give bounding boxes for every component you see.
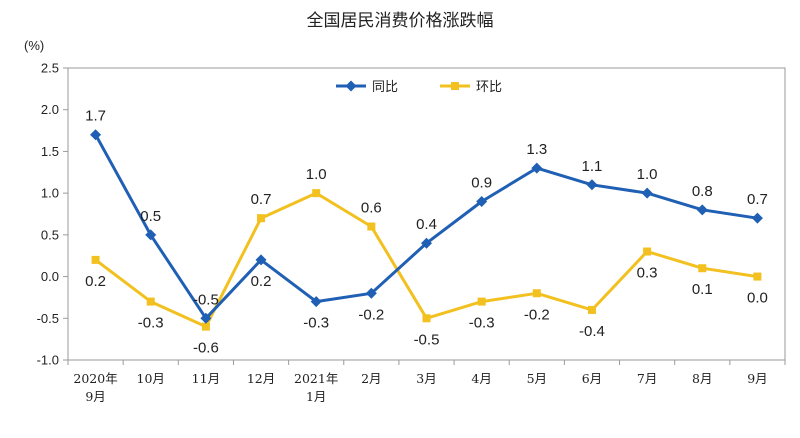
data-point-marker: [365, 287, 377, 299]
x-tick-label: 5月: [527, 371, 547, 386]
data-point-marker: [751, 212, 763, 224]
data-label: -0.5: [193, 291, 219, 308]
series-layer: 0.2 -0.3 -0.6 0.7 1.0 0.6 -0.5 -0.3 -0.2 -0.4 0.3 0…: [85, 108, 768, 357]
data-label: -0.3: [469, 315, 495, 332]
data-point-marker: [255, 254, 267, 266]
legend-marker: [451, 82, 459, 90]
x-tick-label: 12月: [247, 371, 275, 386]
data-label: -0.6: [193, 340, 219, 357]
data-point-marker: [146, 297, 155, 306]
data-label: 0.1: [692, 281, 713, 298]
x-tick-label: 2021年 1月: [294, 371, 338, 404]
data-label: 0.9: [471, 174, 492, 191]
chart-title: 全国居民消费价格涨跌幅: [307, 11, 494, 31]
data-label: 0.7: [747, 191, 768, 208]
data-label: 1.0: [306, 166, 327, 183]
data-label: 1.0: [637, 166, 658, 183]
data-point-marker: [476, 195, 488, 207]
y-tick-label: 1.5: [41, 144, 59, 159]
data-label: -0.5: [414, 331, 440, 348]
y-tick-label: 2.5: [41, 61, 59, 76]
x-tick-label: 3月: [416, 371, 436, 386]
x-tick-label: 7月: [637, 371, 657, 386]
data-label: 1.1: [582, 158, 603, 175]
data-label: -0.2: [358, 306, 384, 323]
data-point-marker: [367, 222, 376, 231]
data-point-marker: [753, 272, 762, 281]
data-point-marker: [201, 322, 210, 331]
legend-label: 同比: [372, 80, 398, 95]
x-tick-label: 4月: [471, 371, 491, 386]
data-label: 0.5: [140, 208, 161, 225]
data-point-marker: [696, 204, 708, 216]
data-point-marker: [200, 312, 212, 324]
data-label: -0.3: [303, 315, 329, 332]
x-tick-label: 2020年 9月: [73, 371, 117, 404]
legend-label: 环比: [476, 80, 502, 95]
data-label: 1.3: [526, 141, 547, 158]
legend-item: 同比: [336, 80, 398, 95]
data-label: 0.8: [692, 183, 713, 200]
y-tick-label: 1.0: [41, 186, 59, 201]
x-tick-label: 10月: [137, 371, 165, 386]
data-point-marker: [421, 237, 432, 249]
data-label: 0.2: [251, 273, 272, 290]
data-label: -0.3: [138, 315, 164, 332]
data-point-marker: [587, 305, 596, 314]
data-label: 0.6: [361, 200, 382, 217]
data-label: -0.2: [524, 306, 550, 323]
x-tick-label: 11月: [192, 371, 220, 386]
y-tick-label: 0.0: [41, 269, 59, 284]
y-tick-label: 0.5: [41, 227, 59, 242]
x-tick-label: 6月: [582, 371, 602, 386]
plot-area: [67, 67, 786, 361]
data-point-marker: [531, 162, 543, 174]
legend: 同比 环比: [336, 80, 502, 95]
data-point-marker: [145, 229, 157, 241]
y-tick-label: 2.0: [41, 102, 59, 117]
series-yoy: 1.7 0.5 -0.5 0.2 -0.3 -0.2 0.4 0.9 1.3 1.1 1.0 0.8 0…: [85, 108, 768, 332]
y-unit-label: (%): [24, 38, 44, 53]
data-point-marker: [310, 296, 322, 308]
y-tick-label: -1.0: [37, 353, 59, 368]
data-label: -0.4: [579, 323, 605, 340]
data-point-marker: [312, 189, 321, 198]
y-axis-ticks: 2.5 2.0 1.5 1.0 0.5 0.0 -0.5 -1.0: [37, 61, 68, 368]
data-label: 0.7: [251, 191, 272, 208]
legend-marker: [345, 80, 357, 92]
data-point-marker: [422, 314, 431, 323]
data-label: 0.0: [747, 290, 768, 307]
series-mom: 0.2 -0.3 -0.6 0.7 1.0 0.6 -0.5 -0.3 -0.2 -0.4 0.3 0…: [85, 166, 768, 356]
data-label: 0.4: [416, 216, 437, 233]
data-point-marker: [643, 247, 652, 256]
data-point-marker: [90, 129, 102, 141]
x-tick-label: 2月: [361, 371, 381, 386]
x-axis-ticks: 2020年 9月 10月 11月 12月 2021年 1月 2月 3月 4月 5月 6月 7月 8月 9月: [67, 360, 786, 404]
data-point-marker: [532, 289, 541, 298]
data-label: 1.7: [85, 108, 106, 125]
data-point-marker: [91, 255, 100, 264]
y-tick-label: -0.5: [37, 311, 59, 326]
data-point-marker: [477, 297, 486, 306]
legend-item: 环比: [440, 80, 502, 95]
data-point-marker: [698, 264, 707, 273]
x-tick-label: 8月: [692, 371, 712, 386]
data-label: 0.3: [637, 265, 658, 282]
data-label: 0.2: [85, 273, 106, 290]
x-tick-label: 9月: [747, 371, 767, 386]
data-point-marker: [641, 187, 653, 199]
data-point-marker: [257, 214, 266, 223]
data-point-marker: [586, 179, 598, 191]
